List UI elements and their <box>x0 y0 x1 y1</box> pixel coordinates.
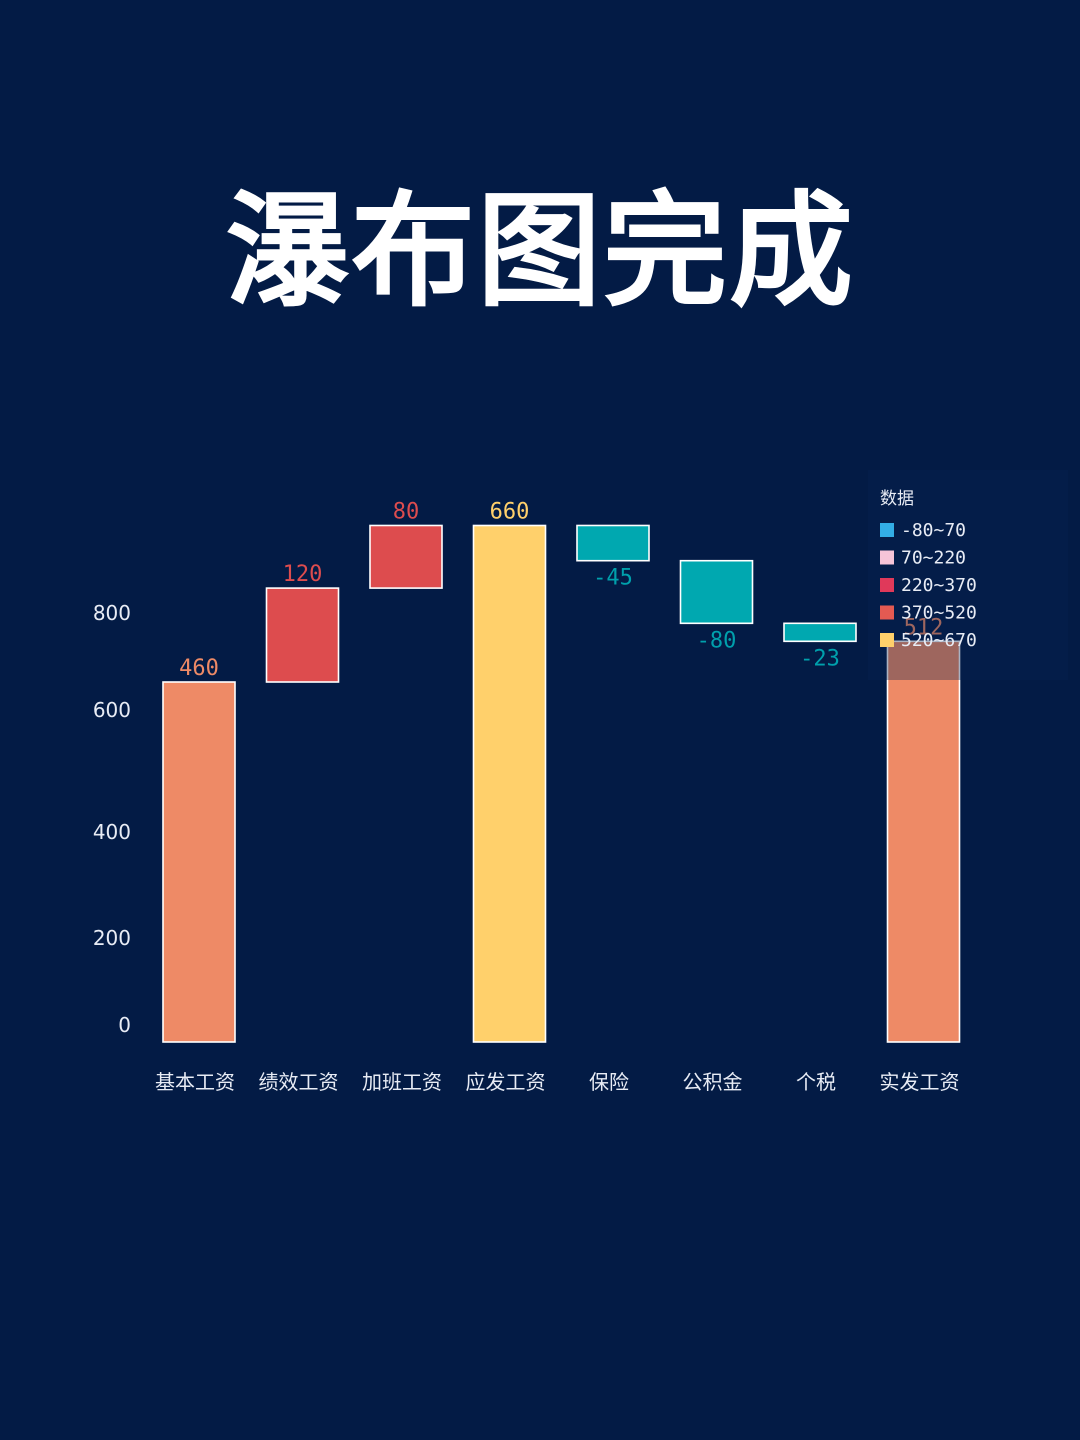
data-label: 660 <box>490 499 530 524</box>
x-category-label: 基本工资 <box>155 1070 235 1094</box>
y-tick-label: 400 <box>93 820 131 844</box>
legend-entry: 370~520 <box>901 603 977 624</box>
data-label: 80 <box>393 499 420 524</box>
legend: 数据 -80~70 70~220 220~370 370~520 520~670 <box>868 470 1068 680</box>
legend-entry: 520~670 <box>901 630 977 651</box>
data-label: 460 <box>179 656 219 681</box>
legend-entry: -80~70 <box>901 520 966 541</box>
legend-swatch <box>880 523 894 537</box>
bar-2 <box>265 587 340 683</box>
y-tick-label: 200 <box>93 926 131 950</box>
legend-swatch <box>880 550 894 565</box>
legend-entry: 220~370 <box>901 575 977 596</box>
x-axis: 基本工资 绩效工资 加班工资 应发工资 保险 公积金 个税 实发工资 <box>155 1070 960 1094</box>
bar-3 <box>369 524 443 589</box>
x-category-label: 实发工资 <box>880 1070 960 1094</box>
x-category-label: 个税 <box>796 1070 836 1094</box>
x-category-label: 保险 <box>589 1070 629 1094</box>
y-tick-label: 0 <box>118 1013 131 1037</box>
x-category-label: 加班工资 <box>362 1070 442 1094</box>
legend-background <box>868 470 1068 680</box>
data-label: -23 <box>800 646 840 671</box>
bar-5 <box>576 524 650 562</box>
data-label: -80 <box>697 628 737 653</box>
bar-6 <box>679 559 754 625</box>
y-tick-label: 600 <box>93 698 131 722</box>
legend-swatch <box>880 633 894 647</box>
legend-swatch <box>880 578 894 592</box>
bar-7 <box>783 622 857 643</box>
data-labels: 460 120 80 660 -45 -80 -23 512 <box>179 499 943 681</box>
legend-swatch <box>880 605 894 620</box>
x-category-label: 绩效工资 <box>259 1070 339 1094</box>
data-label: 120 <box>283 562 323 587</box>
page-title: 瀑布图完成 <box>224 180 855 324</box>
bar-1 <box>162 681 236 1043</box>
bar-4 <box>472 524 547 1043</box>
y-tick-label: 800 <box>93 601 131 625</box>
x-category-label: 应发工资 <box>466 1070 546 1094</box>
legend-title: 数据 <box>880 489 914 509</box>
data-label: 512 <box>904 615 944 640</box>
y-axis: 0 200 400 600 800 <box>93 601 131 1037</box>
legend-entry: 70~220 <box>901 548 966 569</box>
bars <box>162 524 961 1043</box>
bar-8 <box>886 640 961 1043</box>
x-category-label: 公积金 <box>683 1070 743 1094</box>
data-label: -45 <box>593 566 633 591</box>
